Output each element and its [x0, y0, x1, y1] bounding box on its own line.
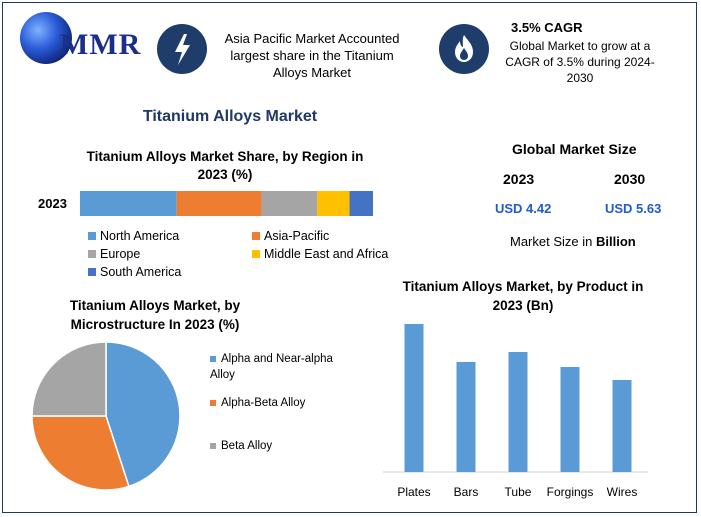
lightning-icon	[175, 34, 190, 65]
legend-swatch	[210, 356, 216, 362]
legend-south-america: South America	[88, 265, 181, 279]
microstructure-chart-title: Titanium Alloys Market, by Microstructur…	[69, 298, 241, 332]
legend-swatch	[252, 232, 260, 240]
pie-slice-1	[31, 415, 130, 491]
product-bar-plates	[404, 324, 424, 472]
flame-badge	[439, 24, 489, 74]
cagr-title: 3.5% CAGR	[511, 20, 583, 35]
legend-label: Alpha and Near-alpha Alloy	[210, 353, 333, 381]
market-size-note-unit: Billion	[595, 234, 636, 249]
legend-label: South America	[100, 265, 182, 279]
legend-label: Beta Alloy	[221, 440, 273, 452]
legend-swatch	[88, 268, 96, 276]
legend-north-america: North America	[88, 229, 179, 243]
legend-swatch	[252, 250, 260, 258]
product-bar-wires	[612, 380, 632, 472]
product-tick-label: Plates	[397, 485, 430, 499]
product-bar-forgings	[560, 367, 580, 472]
pie-slice-0	[105, 341, 181, 488]
market-size-note: Market Size in Billion	[510, 234, 636, 249]
legend-label: North America	[100, 229, 180, 243]
flame-icon	[455, 35, 473, 62]
globe-logo-icon	[20, 12, 72, 64]
pie-legend-alpha: Alpha and Near-alpha Alloy	[210, 351, 350, 383]
legend-label: Middle East and Africa	[264, 247, 389, 261]
lightning-badge	[157, 24, 207, 74]
region-bar-segment-0	[80, 191, 177, 216]
legend-swatch	[210, 443, 216, 449]
main-title: Titanium Alloys Market	[142, 108, 318, 125]
legend-swatch	[88, 232, 96, 240]
legend-label: Asia-Pacific	[264, 229, 330, 243]
market-value-2030: USD 5.63	[605, 201, 662, 216]
product-bar-bars	[456, 362, 476, 472]
legend-label: Alpha-Beta Alloy	[221, 397, 306, 409]
pie-slice-2	[31, 341, 107, 417]
header-asia-pacific-text: Asia Pacific Market Accounted largest sh…	[224, 31, 400, 80]
product-tick-label: Tube	[505, 485, 532, 499]
legend-asia-pacific: Asia-Pacific	[252, 229, 329, 243]
cagr-text: Global Market to grow at a CAGR of 3.5% …	[505, 39, 655, 85]
market-size-note-prefix: Market Size in	[510, 234, 596, 249]
market-value-2023: USD 4.42	[495, 201, 552, 216]
logo-text: MMR	[60, 28, 142, 61]
region-bar-segment-4	[349, 191, 373, 216]
product-bar-tube	[508, 352, 528, 472]
product-tick-label: Forgings	[547, 485, 594, 499]
infographic-frame	[2, 2, 697, 513]
region-category-label: 2023	[38, 196, 67, 211]
market-year-2030: 2030	[614, 171, 646, 187]
product-tick-label: Wires	[607, 485, 638, 499]
legend-label: Europe	[100, 247, 141, 261]
product-tick-label: Bars	[454, 485, 479, 499]
market-size-title: Global Market Size	[512, 141, 637, 157]
region-bar-segment-2	[261, 191, 318, 216]
region-chart-title: Titanium Alloys Market Share, by Region …	[86, 149, 364, 182]
legend-europe: Europe	[88, 247, 140, 261]
market-year-2023: 2023	[503, 171, 535, 187]
pie-legend-beta: Beta Alloy	[210, 438, 272, 454]
legend-mea: Middle East and Africa	[252, 247, 388, 261]
region-bar-segment-3	[317, 191, 350, 216]
legend-swatch	[210, 400, 216, 406]
product-chart-title: Titanium Alloys Market, by Product in 20…	[402, 279, 644, 313]
legend-swatch	[88, 250, 96, 258]
region-bar-segment-1	[176, 191, 262, 216]
pie-legend-alpha-beta: Alpha-Beta Alloy	[210, 395, 305, 411]
